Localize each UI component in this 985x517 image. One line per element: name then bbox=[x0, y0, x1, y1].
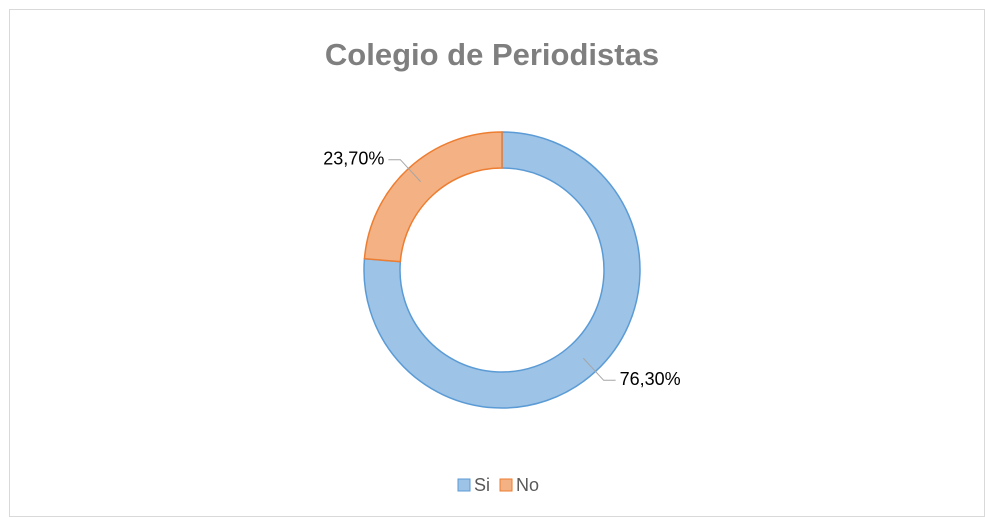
legend-swatch bbox=[457, 478, 471, 492]
data-label: 23,70% bbox=[323, 148, 384, 168]
legend-swatch bbox=[499, 478, 513, 492]
leader-line bbox=[388, 159, 422, 183]
legend-label: Si bbox=[474, 475, 490, 495]
chart-frame bbox=[9, 9, 985, 517]
doughnut-segment bbox=[363, 131, 503, 263]
leader-line bbox=[582, 357, 616, 381]
data-label: 76,30% bbox=[620, 369, 681, 389]
chart-title: Colegio de Periodistas bbox=[325, 37, 659, 72]
legend-label: No bbox=[516, 475, 539, 495]
doughnut-segment bbox=[363, 131, 641, 409]
